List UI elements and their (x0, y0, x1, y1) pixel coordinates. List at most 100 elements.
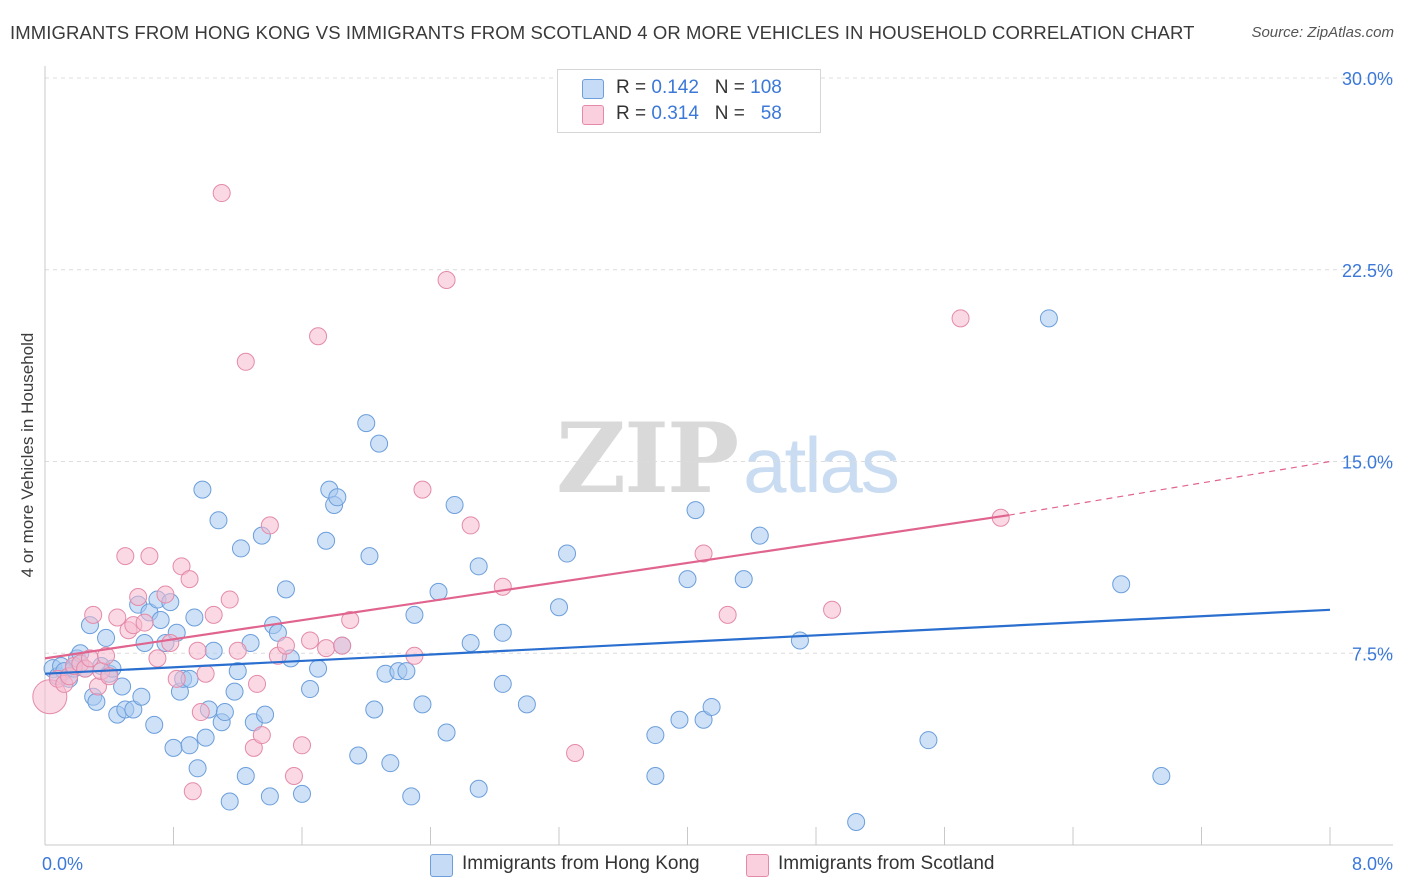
point-scotland (413, 480, 432, 499)
point-hong-kong (328, 488, 347, 507)
bottom-legend-label-scotland: Immigrants from Scotland (778, 853, 995, 874)
point-scotland (951, 309, 970, 328)
legend-n-value-scotland: 58 (760, 103, 782, 124)
legend-n-value-hong-kong: 108 (750, 77, 782, 98)
point-scotland (180, 570, 199, 589)
legend-swatch-scotland (582, 105, 604, 125)
point-scotland (284, 766, 303, 785)
point-scotland (135, 613, 154, 632)
point-hong-kong (365, 700, 384, 719)
point-scotland (100, 667, 119, 686)
point-hong-kong (360, 547, 379, 566)
point-scotland (823, 600, 842, 619)
point-hong-kong (215, 703, 234, 722)
point-scotland (212, 184, 231, 203)
point-hong-kong (461, 634, 480, 653)
point-hong-kong (405, 605, 424, 624)
watermark-atlas: atlas (743, 421, 900, 509)
series-scotland (32, 184, 1010, 801)
point-hong-kong (847, 812, 866, 831)
point-hong-kong (919, 731, 938, 750)
point-scotland (140, 547, 159, 566)
point-scotland (108, 608, 127, 627)
point-scotland (129, 588, 148, 607)
trend-line-scotland (44, 514, 1009, 660)
y-tick-label: 7.5% (1352, 644, 1393, 664)
point-scotland (461, 516, 480, 535)
point-scotland (156, 585, 175, 604)
point-hong-kong (402, 787, 421, 806)
point-scotland (341, 611, 360, 630)
point-hong-kong (196, 728, 215, 747)
point-hong-kong (209, 511, 228, 530)
point-hong-kong (317, 531, 336, 550)
point-scotland (116, 547, 135, 566)
legend-n-label: N = (714, 103, 745, 124)
point-hong-kong (429, 582, 448, 601)
point-hong-kong (694, 710, 713, 729)
point-scotland (566, 743, 585, 762)
point-hong-kong (678, 570, 697, 589)
chart-title: IMMIGRANTS FROM HONG KONG VS IMMIGRANTS … (10, 22, 1195, 43)
point-hong-kong (113, 677, 132, 696)
point-scotland (718, 605, 737, 624)
source-label: Source: ZipAtlas.com (1251, 24, 1394, 41)
point-scotland (161, 634, 180, 653)
point-hong-kong (686, 501, 705, 520)
point-scotland (301, 631, 320, 650)
y-tick-label: 30.0% (1342, 69, 1393, 89)
point-hong-kong (734, 570, 753, 589)
point-scotland (493, 577, 512, 596)
point-hong-kong (188, 759, 207, 778)
point-hong-kong (493, 674, 512, 693)
point-scotland (437, 270, 456, 289)
point-hong-kong (228, 662, 247, 681)
point-hong-kong (87, 692, 106, 711)
point-hong-kong (550, 598, 568, 617)
point-scotland (244, 738, 263, 757)
axes (44, 66, 1393, 846)
x-tick-label: 8.0% (1352, 854, 1393, 874)
point-scotland (148, 649, 167, 668)
point-scotland (191, 703, 210, 722)
point-scotland (84, 605, 103, 624)
point-scotland (317, 639, 336, 658)
point-hong-kong (276, 580, 295, 599)
point-scotland (694, 544, 713, 563)
point-hong-kong (231, 539, 250, 558)
bottom-legend-label-hong-kong: Immigrants from Hong Kong (462, 853, 700, 874)
trend-line-hong-kong (44, 608, 1331, 675)
point-hong-kong (185, 608, 204, 627)
point-hong-kong (193, 480, 212, 499)
y-tick-label: 22.5% (1342, 261, 1393, 281)
correlation-legend: R = 0.142 N = 108 R = 0.314 N = 58 (557, 69, 821, 133)
point-hong-kong (646, 766, 665, 785)
point-hong-kong (1112, 575, 1131, 594)
point-scotland (97, 646, 116, 665)
point-hong-kong (260, 787, 279, 806)
point-hong-kong (309, 659, 328, 678)
point-hong-kong (124, 700, 143, 719)
legend-swatch-hong-kong (582, 79, 604, 99)
y-tick-label: 15.0% (1342, 453, 1393, 473)
legend-r-value-hong-kong: 0.142 (651, 77, 699, 98)
tick-labels: 7.5% 15.0% 22.5% 30.0% 0.0% 8.0% (42, 69, 1393, 874)
point-scotland (236, 352, 255, 371)
point-hong-kong (437, 723, 456, 742)
point-hong-kong (558, 544, 577, 563)
point-hong-kong (220, 792, 239, 811)
point-scotland (252, 726, 271, 745)
trend-line-scotland-extension (1008, 460, 1331, 516)
point-hong-kong (164, 738, 183, 757)
point-hong-kong (670, 710, 689, 729)
point-hong-kong (180, 736, 199, 755)
point-scotland (276, 636, 295, 655)
point-hong-kong (750, 526, 769, 545)
point-hong-kong (381, 754, 400, 773)
point-hong-kong (145, 715, 164, 734)
legend-r-value-scotland: 0.314 (651, 103, 699, 124)
series-hong-kong (43, 309, 1171, 831)
point-hong-kong (517, 695, 536, 714)
bottom-legend-swatch-hong-kong (430, 854, 453, 877)
